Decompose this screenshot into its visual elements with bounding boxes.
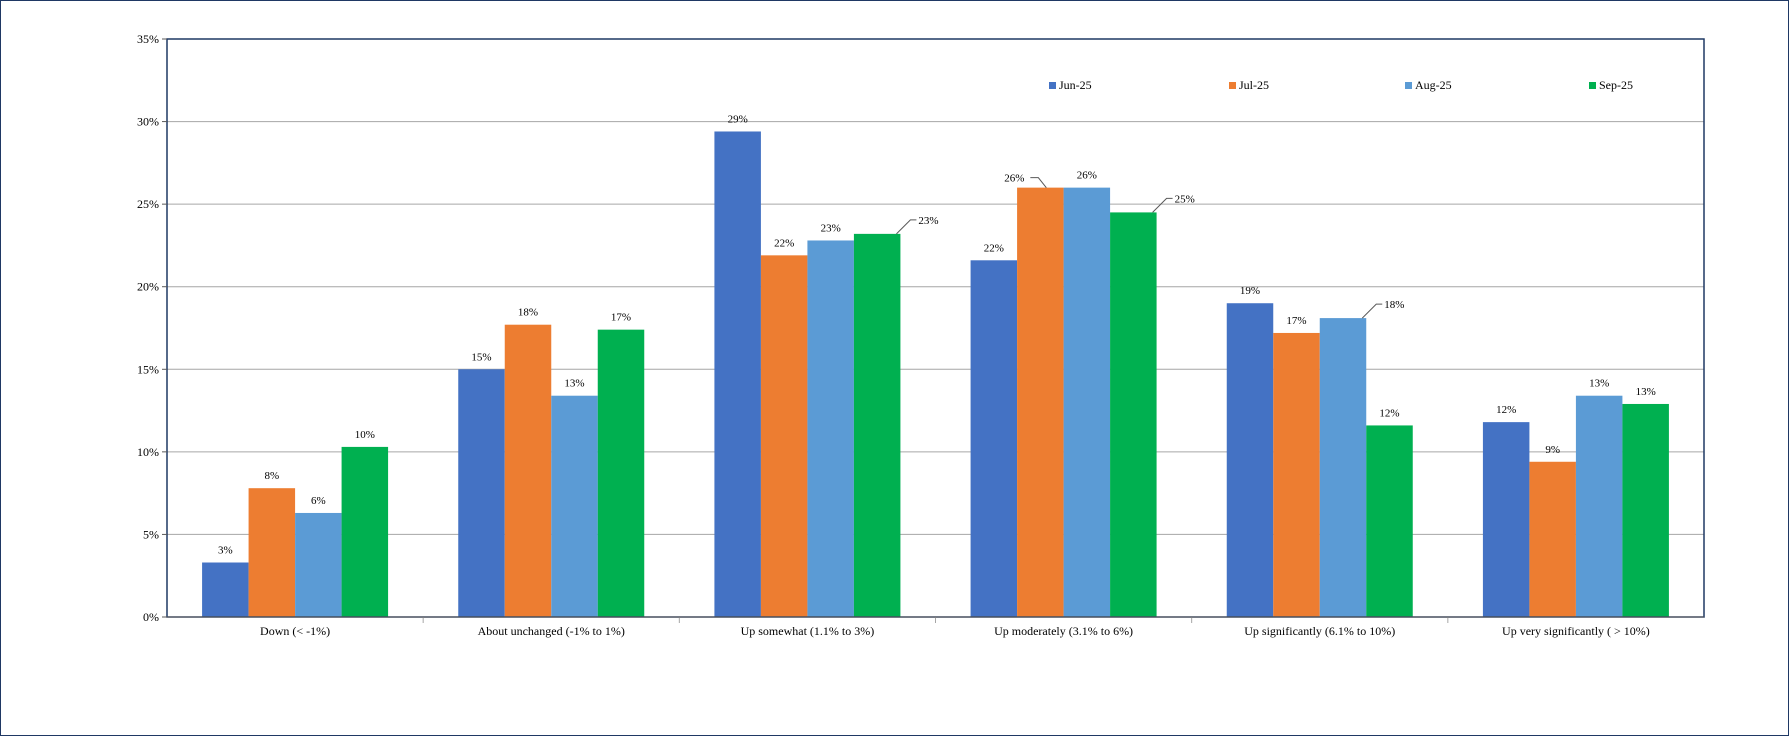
data-label: 13% — [564, 378, 584, 390]
x-category-label: Up somewhat (1.1% to 3%) — [741, 624, 875, 638]
data-label: 8% — [264, 470, 279, 482]
bar-aug-25-1 — [551, 395, 598, 617]
legend-swatch-sep-25 — [1589, 82, 1596, 89]
bar-sep-25-4 — [1366, 425, 1413, 617]
data-label: 29% — [728, 113, 748, 125]
data-label: 18% — [1384, 299, 1404, 311]
data-label: 26% — [1004, 173, 1024, 185]
plot-area-border — [166, 38, 1705, 618]
legend-entry-jun-25[interactable]: Jun-25 — [1059, 78, 1092, 92]
data-label: 17% — [611, 312, 631, 324]
legend-swatch-jul-25 — [1229, 82, 1236, 89]
y-tick-label: 25% — [137, 197, 159, 211]
bar-sep-25-2 — [853, 233, 901, 617]
bar-jul-25-3 — [1017, 187, 1064, 617]
data-label: 12% — [1379, 407, 1399, 419]
bar-jul-25-2 — [760, 255, 808, 617]
data-label: 22% — [774, 237, 794, 249]
bar-sep-25-5 — [1622, 403, 1669, 617]
bar-aug-25-0 — [295, 512, 342, 617]
x-category-label: Up moderately (3.1% to 6%) — [994, 624, 1133, 638]
bar-jul-25-4 — [1273, 332, 1320, 617]
bar-sep-25-1 — [597, 329, 645, 617]
x-category-label: Up significantly (6.1% to 10%) — [1244, 624, 1395, 638]
data-label: 23% — [918, 215, 938, 227]
bar-sep-25-3 — [1110, 212, 1157, 617]
label-leader-line — [1361, 303, 1383, 319]
y-tick-label: 35% — [137, 32, 159, 46]
bar-sep-25-0 — [341, 446, 389, 617]
bar-jun-25-0 — [202, 562, 249, 617]
x-category-label: About unchanged (-1% to 1%) — [478, 624, 625, 638]
legend-entry-jul-25[interactable]: Jul-25 — [1239, 78, 1269, 92]
bar-aug-25-3 — [1063, 187, 1111, 617]
label-leader-line — [896, 219, 917, 235]
bar-jun-25-2 — [714, 131, 761, 618]
bar-aug-25-2 — [807, 240, 854, 617]
bar-jun-25-1 — [458, 369, 505, 617]
bar-aug-25-5 — [1575, 395, 1623, 617]
x-category-label: Down (< -1%) — [260, 624, 330, 638]
y-tick-label: 5% — [143, 527, 159, 541]
label-leader-line — [1152, 197, 1173, 213]
bar-jul-25-1 — [504, 324, 552, 617]
data-label: 23% — [821, 222, 841, 234]
x-category-label: Up very significantly ( > 10%) — [1502, 624, 1650, 638]
y-tick-label: 0% — [143, 610, 159, 624]
legend-entry-sep-25[interactable]: Sep-25 — [1599, 78, 1633, 92]
data-label: 6% — [311, 495, 326, 507]
data-label: 19% — [1240, 285, 1260, 297]
bars — [202, 131, 1669, 618]
y-tick-label: 15% — [137, 362, 159, 376]
bar-jun-25-4 — [1226, 303, 1274, 617]
bar-jun-25-5 — [1482, 422, 1530, 617]
legend-swatch-aug-25 — [1405, 82, 1412, 89]
data-label: 22% — [984, 242, 1004, 254]
bar-jul-25-5 — [1529, 461, 1576, 617]
data-label: 13% — [1589, 378, 1609, 390]
data-label: 26% — [1077, 170, 1097, 182]
label-leader-line — [1030, 177, 1047, 188]
plot-border — [166, 38, 1705, 618]
bar-jul-25-0 — [248, 488, 296, 617]
data-label: 17% — [1286, 315, 1306, 327]
axes: 0% 5% 10% 15% 20% 25% 30% 35% Down (< -1%) About … — [137, 32, 1704, 638]
data-label: 12% — [1496, 404, 1516, 416]
legend-entry-aug-25[interactable]: Aug-25 — [1415, 78, 1452, 92]
y-tick-label: 10% — [137, 445, 159, 459]
data-label: 9% — [1545, 444, 1560, 456]
data-label: 18% — [518, 307, 538, 319]
data-label: 3% — [218, 545, 233, 557]
legend[interactable]: Jun-25 Jul-25 Aug-25 Sep-25 — [1049, 78, 1633, 92]
bar-aug-25-4 — [1319, 318, 1367, 617]
gridlines — [167, 121, 1704, 535]
data-label: 13% — [1636, 386, 1656, 398]
bar-jun-25-3 — [970, 260, 1018, 617]
data-labels: 3% 8% 6% 10% 15% 18% 13% 17% 29% 22% 23% 23% 22% 26% 2… — [218, 113, 1656, 556]
legend-swatch-jun-25 — [1049, 82, 1056, 89]
data-label: 10% — [355, 429, 375, 441]
data-label: 15% — [471, 351, 491, 363]
y-tick-label: 20% — [137, 280, 159, 294]
y-tick-label: 30% — [137, 115, 159, 129]
data-label: 25% — [1175, 193, 1195, 205]
